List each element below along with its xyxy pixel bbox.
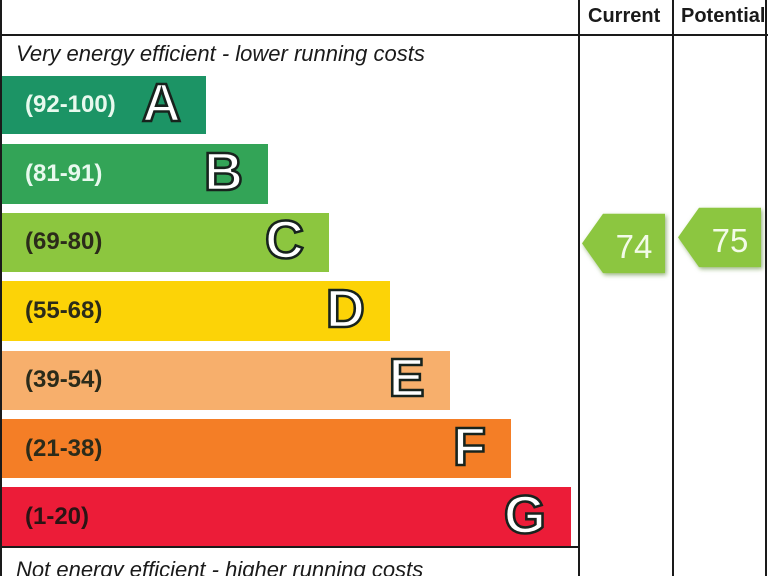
svg-text:75: 75 xyxy=(712,222,749,259)
svg-text:74: 74 xyxy=(616,228,653,265)
